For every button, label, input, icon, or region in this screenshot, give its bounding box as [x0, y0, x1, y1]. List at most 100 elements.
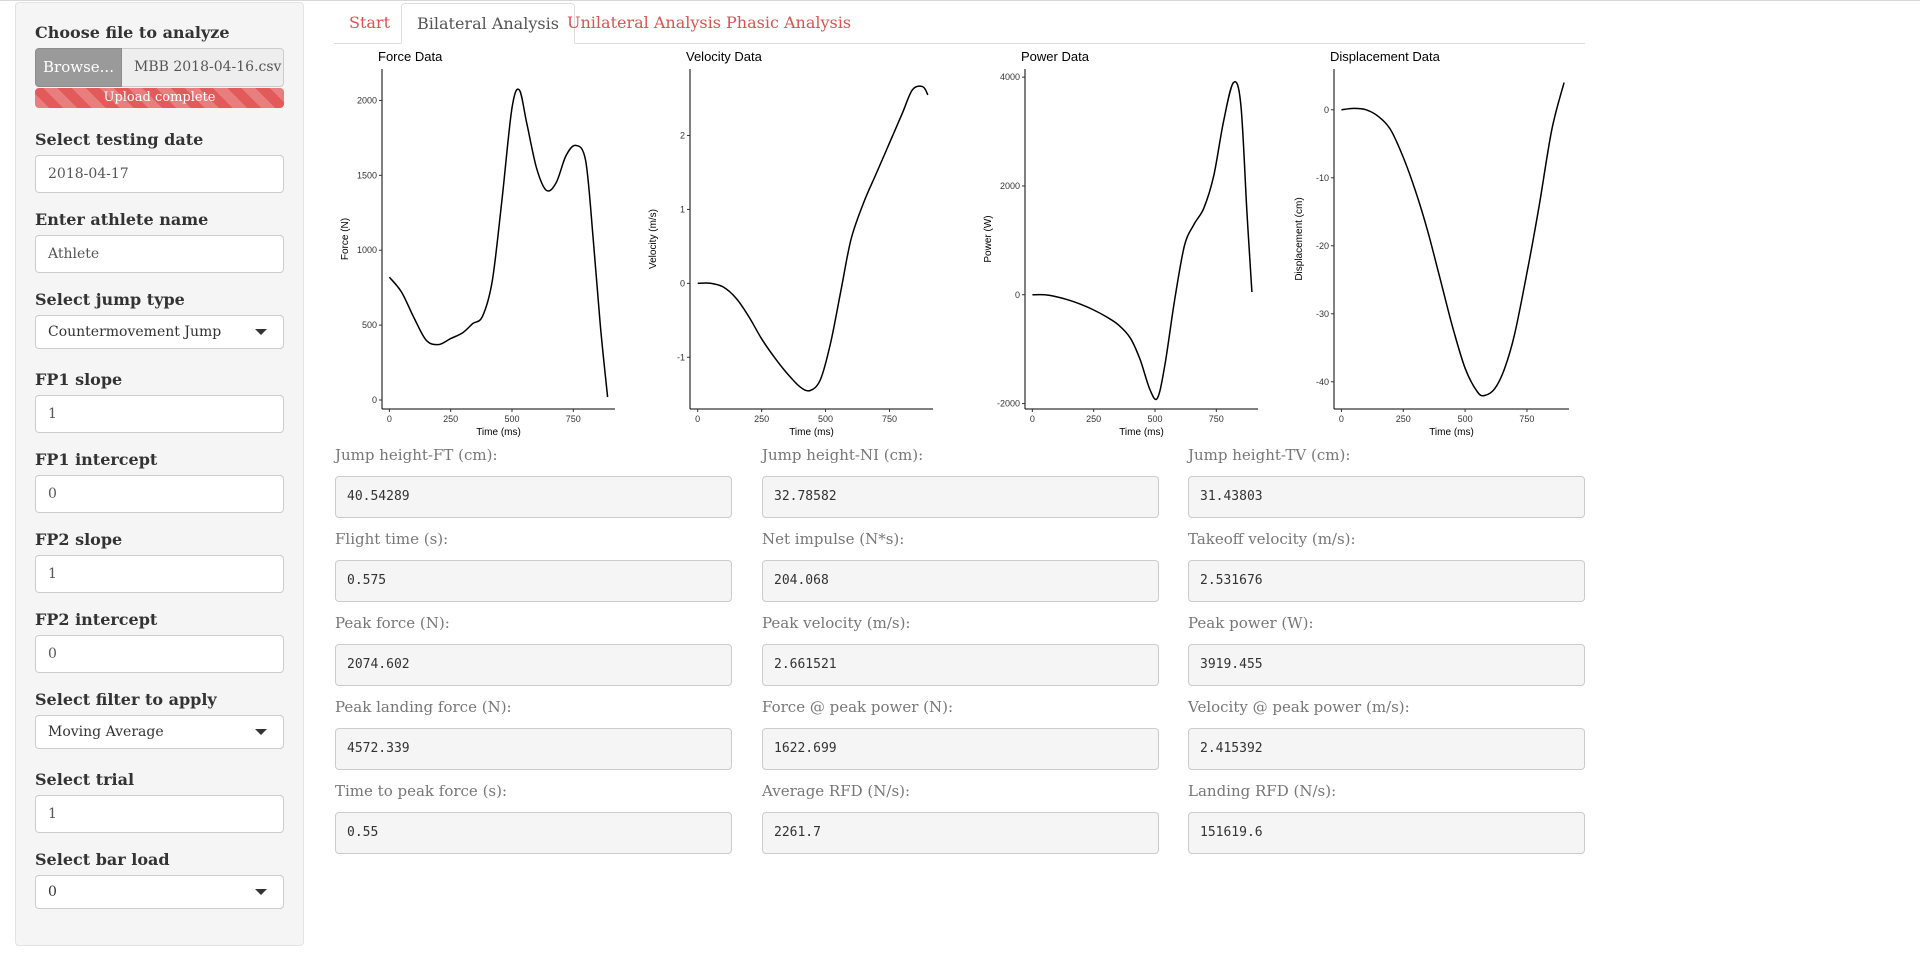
y-tick-label: -20: [1316, 241, 1329, 251]
flight-time-s-value: 0.575: [335, 560, 732, 602]
velocity-chart: Velocity Data 0 250 500 750 -1 0 1 2 Time (ms) Vel…: [643, 47, 943, 438]
file-name-field[interactable]: MBB 2018-04-16.csv: [122, 48, 284, 87]
chart-title: Power Data: [1021, 49, 1090, 64]
landing-rfd-n-s-label: Landing RFD (N/s):: [1188, 782, 1337, 800]
y-tick-label: 0: [1015, 290, 1020, 300]
peak-power-w-value: 3919.455: [1188, 644, 1585, 686]
upload-progress-bar: Upload complete: [35, 88, 284, 108]
peak-power-w-label: Peak power (W):: [1188, 614, 1314, 632]
file-input-label: Choose file to analyze: [35, 23, 230, 42]
jump-height-ft-cm-value: 40.54289: [335, 476, 732, 518]
file-input[interactable]: Browse... MBB 2018-04-16.csv: [35, 48, 284, 87]
x-tick-label: 250: [1086, 414, 1101, 424]
jump-type-label: Select jump type: [35, 290, 185, 309]
net-impulse-n-s-value: 204.068: [762, 560, 1159, 602]
net-impulse-n-s-label: Net impulse (N*s):: [762, 530, 905, 548]
y-axis-title: Power (W): [983, 215, 994, 262]
chevron-down-icon: [255, 889, 267, 895]
x-tick-label: 750: [1209, 414, 1224, 424]
peak-landing-force-n-value: 4572.339: [335, 728, 732, 770]
x-tick-label: 500: [818, 414, 833, 424]
chevron-down-icon: [255, 329, 267, 335]
filter-select[interactable]: Moving Average: [35, 715, 284, 749]
athlete-name-label: Enter athlete name: [35, 210, 209, 229]
landing-rfd-n-s-value: 151619.6: [1188, 812, 1585, 854]
y-tick-label: -1: [677, 352, 685, 362]
jump-type-select[interactable]: Countermovement Jump: [35, 315, 284, 349]
x-axis-title: Time (ms): [789, 427, 834, 438]
chart-title: Force Data: [378, 49, 443, 64]
chart-svg: Velocity Data 0 250 500 750 -1 0 1 2 Time (ms) Vel…: [648, 49, 933, 438]
filter-value: Moving Average: [48, 724, 164, 740]
jump-height-tv-cm-label: Jump height-TV (cm):: [1188, 446, 1351, 464]
y-tick-label: 500: [362, 320, 377, 330]
browse-button[interactable]: Browse...: [35, 48, 122, 87]
x-tick-label: 0: [387, 414, 392, 424]
trial-label: Select trial: [35, 770, 135, 789]
x-tick-label: 750: [882, 414, 897, 424]
peak-landing-force-n-label: Peak landing force (N):: [335, 698, 512, 716]
tab-unilateral-analysis[interactable]: Unilateral Analysis: [567, 13, 721, 32]
velocity-peak-power-m-s-value: 2.415392: [1188, 728, 1585, 770]
peak-velocity-m-s-value: 2.661521: [762, 644, 1159, 686]
date-input[interactable]: 2018-04-17: [35, 155, 284, 193]
peak-force-n-value: 2074.602: [335, 644, 732, 686]
chart-title: Velocity Data: [686, 49, 763, 64]
series-line: [1032, 81, 1253, 401]
fp1-intercept-input[interactable]: 0: [35, 475, 284, 513]
x-tick-label: 500: [1458, 414, 1473, 424]
y-tick-label: 2000: [357, 95, 377, 105]
fp2-slope-label: FP2 slope: [35, 530, 123, 549]
x-tick-label: 250: [443, 414, 458, 424]
chart-svg: Power Data 0 250 500 750 -2000 0 2000 4000 Time (…: [983, 49, 1258, 438]
x-axis-title: Time (ms): [1119, 427, 1164, 438]
tab-start[interactable]: Start: [349, 13, 391, 32]
power-chart: Power Data 0 250 500 750 -2000 0 2000 4000 Time (…: [978, 47, 1268, 438]
y-tick-label: -2000: [997, 399, 1020, 409]
y-tick-label: 2000: [1000, 181, 1020, 191]
x-tick-label: 750: [566, 414, 581, 424]
bar-load-label: Select bar load: [35, 850, 170, 869]
series-line: [1341, 82, 1565, 397]
x-tick-label: 0: [1339, 414, 1344, 424]
x-tick-label: 250: [1396, 414, 1411, 424]
y-tick-label: -30: [1316, 309, 1329, 319]
trial-input[interactable]: 1: [35, 795, 284, 833]
date-label: Select testing date: [35, 130, 204, 149]
y-tick-label: 2: [680, 131, 685, 141]
x-tick-label: 500: [1147, 414, 1162, 424]
x-tick-label: 750: [1519, 414, 1534, 424]
chart-title: Displacement Data: [1330, 49, 1441, 64]
jump-height-tv-cm-value: 31.43803: [1188, 476, 1585, 518]
fp2-intercept-input[interactable]: 0: [35, 635, 284, 673]
tab-bar: Start Bilateral Analysis Unilateral Anal…: [334, 0, 1585, 44]
chevron-down-icon: [255, 729, 267, 735]
takeoff-velocity-m-s-label: Takeoff velocity (m/s):: [1188, 530, 1356, 548]
velocity-peak-power-m-s-label: Velocity @ peak power (m/s):: [1188, 698, 1410, 716]
y-axis-title: Force (N): [340, 218, 351, 260]
chart-svg: Force Data 0 250 500 750 0 500 1000 1500 2000 Time…: [340, 49, 615, 438]
bar-load-select[interactable]: 0: [35, 875, 284, 909]
fp1-slope-label: FP1 slope: [35, 370, 123, 389]
flight-time-s-label: Flight time (s):: [335, 530, 449, 548]
athlete-name-input[interactable]: Athlete: [35, 235, 284, 273]
displacement-chart: Displacement Data 0 250 500 750 -40 -30 -20 -10 0…: [1289, 47, 1579, 438]
window-top-border: [0, 0, 1920, 1]
tab-phasic-analysis[interactable]: Phasic Analysis: [726, 13, 852, 32]
fp2-intercept-label: FP2 intercept: [35, 610, 158, 629]
fp1-slope-input[interactable]: 1: [35, 395, 284, 433]
average-rfd-n-s-value: 2261.7: [762, 812, 1159, 854]
y-tick-label: 0: [680, 278, 685, 288]
chart-svg: Displacement Data 0 250 500 750 -40 -30 -20 -10 0…: [1294, 49, 1569, 438]
force-peak-power-n-label: Force @ peak power (N):: [762, 698, 954, 716]
fp2-slope-input[interactable]: 1: [35, 555, 284, 593]
y-tick-label: -40: [1316, 377, 1329, 387]
y-tick-label: 0: [1324, 105, 1329, 115]
takeoff-velocity-m-s-value: 2.531676: [1188, 560, 1585, 602]
sidebar-panel: Choose file to analyze Browse... MBB 201…: [15, 2, 304, 946]
series-line: [697, 85, 929, 392]
tab-bilateral-analysis[interactable]: Bilateral Analysis: [401, 3, 575, 44]
force-chart: Force Data 0 250 500 750 0 500 1000 1500 2000 Time…: [335, 47, 625, 438]
series-line: [388, 88, 609, 398]
y-tick-label: 1: [680, 204, 685, 214]
